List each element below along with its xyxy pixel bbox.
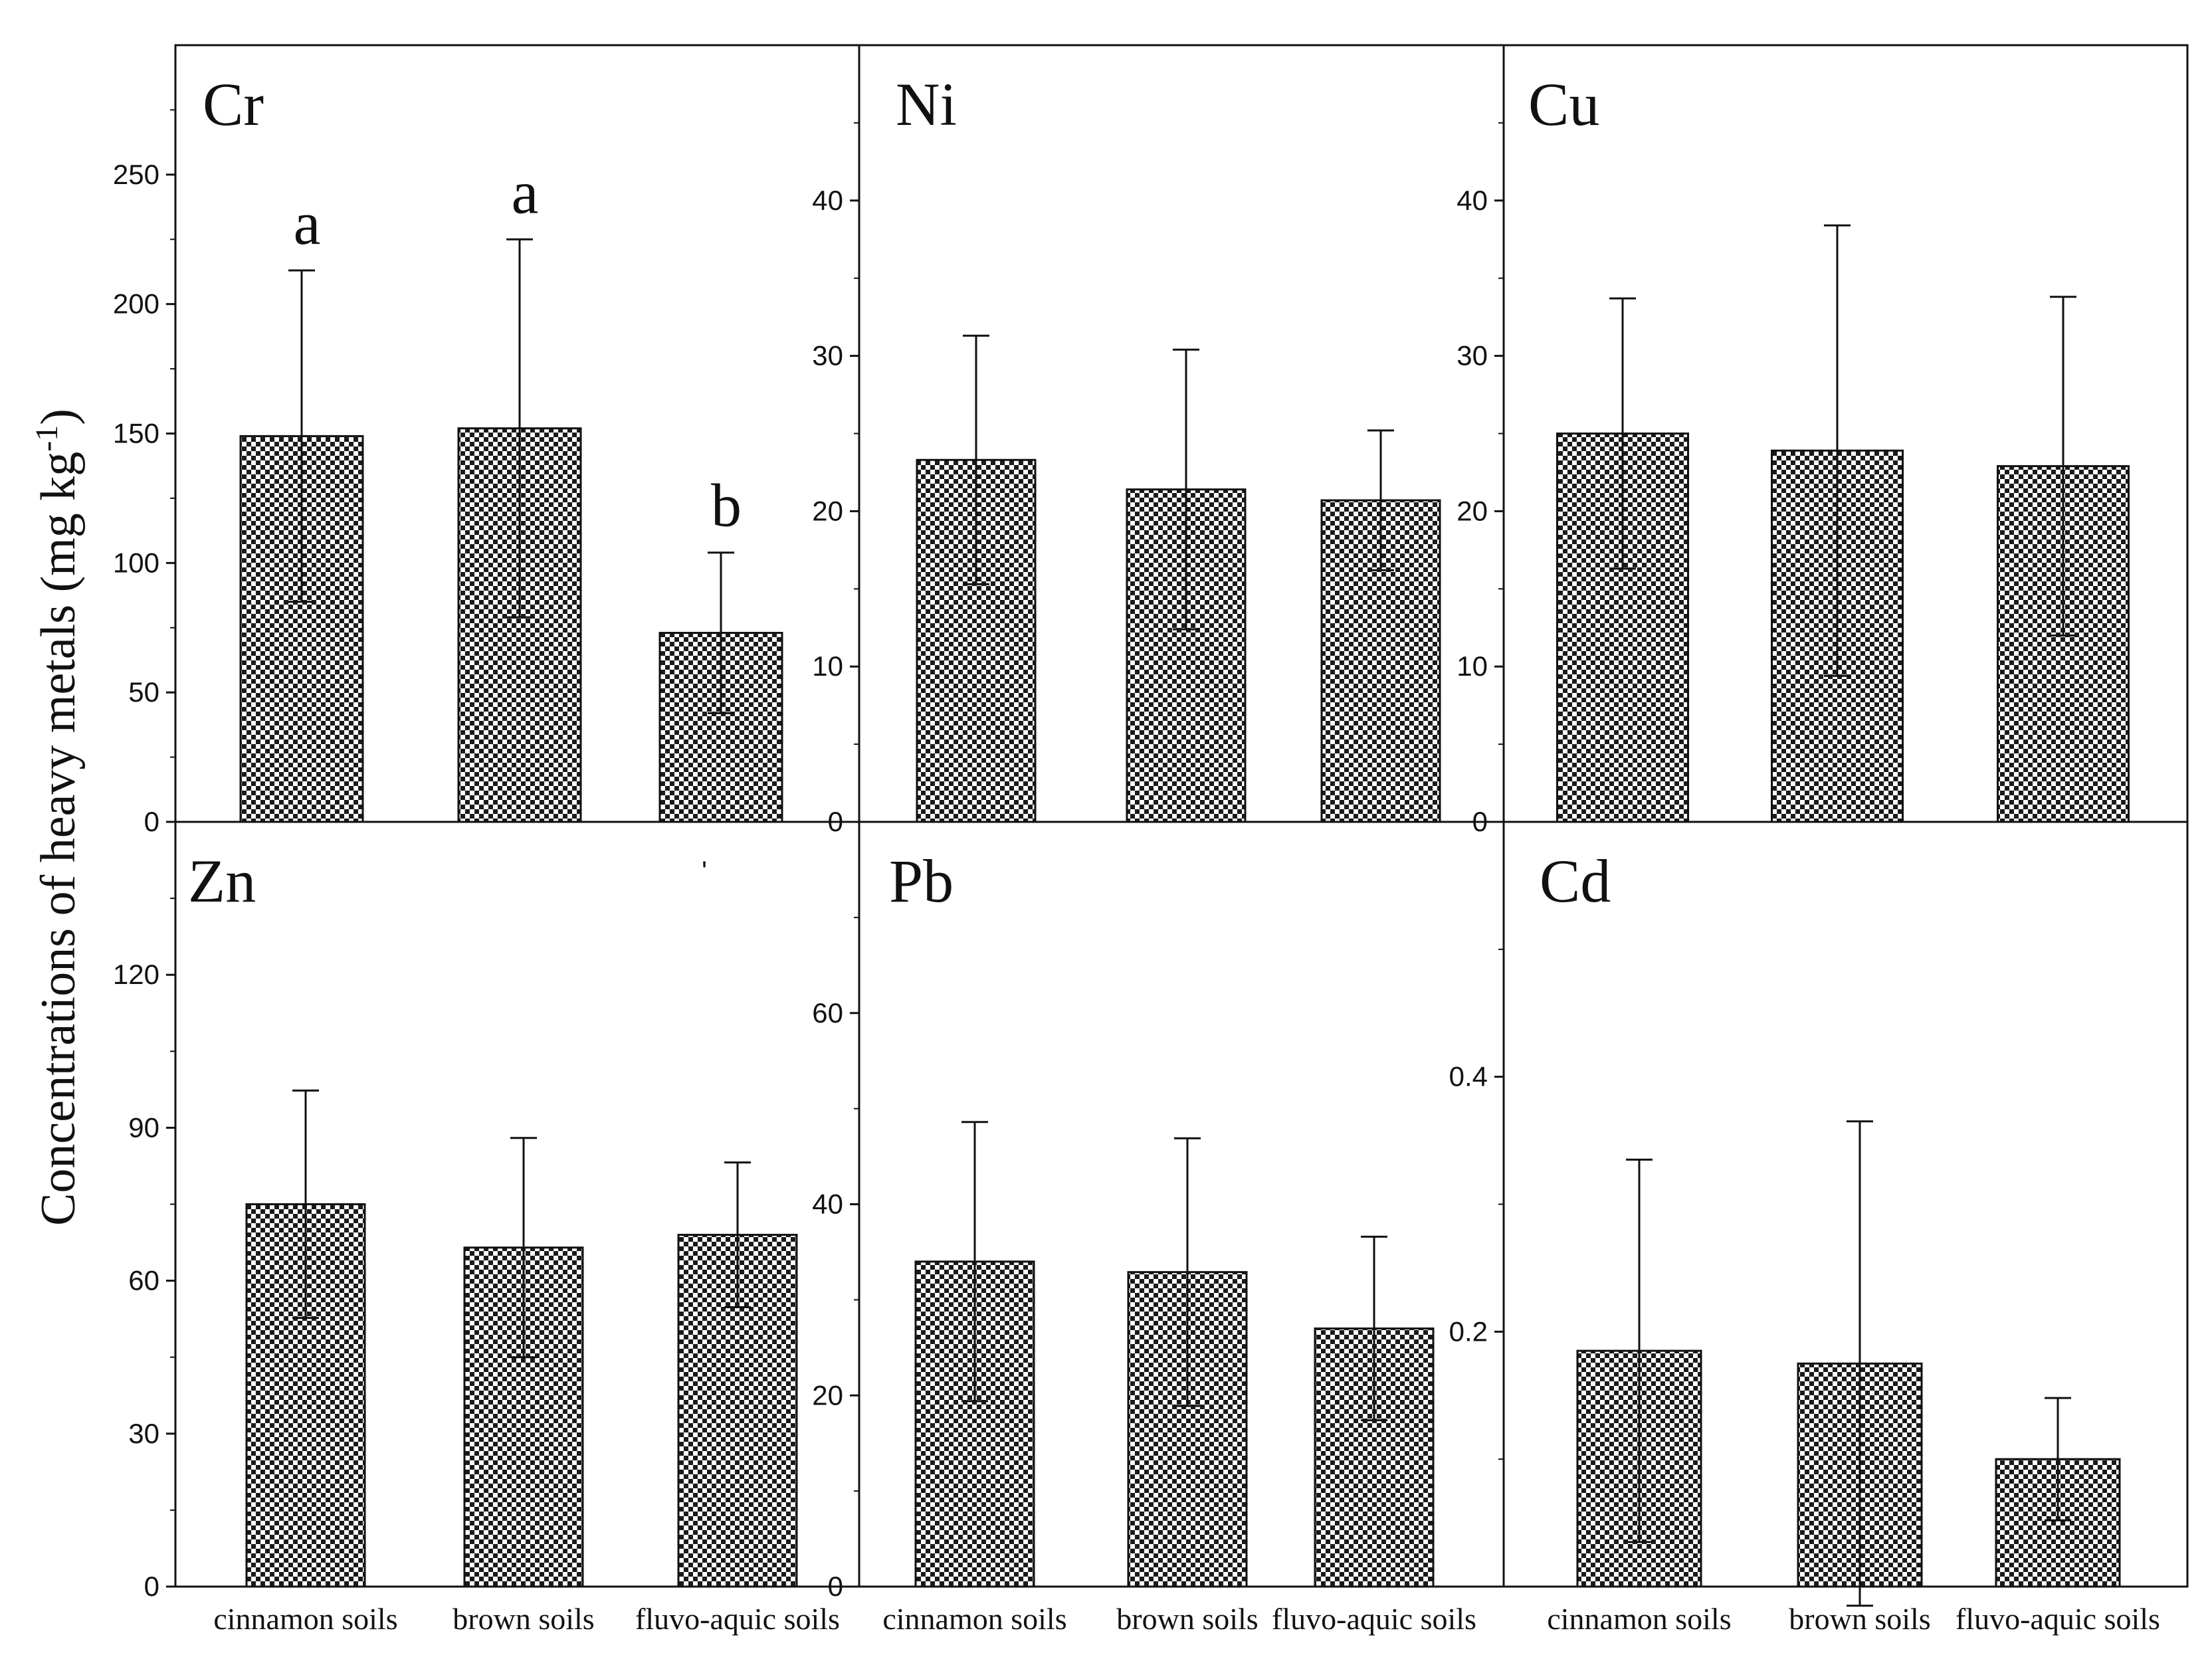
y-axis-label-superscript: -1 (29, 425, 64, 452)
category-label-pb-1: cinnamon soils (882, 1602, 1066, 1636)
y-tick-label-ni: 30 (812, 340, 843, 371)
category-label-pb-3: fluvo-aquic soils (1272, 1602, 1476, 1636)
significance-letter-cr-1: a (294, 189, 321, 257)
y-axis-label: Concentrations of heavy metals (mg kg-1) (29, 409, 86, 1226)
category-label-cd-2: brown soils (1789, 1602, 1930, 1636)
category-label-zn-2: brown soils (452, 1602, 594, 1636)
y-tick-label-cr: 0 (144, 806, 159, 837)
y-tick-label-pb: 40 (812, 1189, 843, 1220)
significance-letter-cr-2: a (512, 158, 539, 226)
y-tick-label-zn: 0 (144, 1571, 159, 1602)
panel-cr: 0 50 100 150 200 250 a a b Cr (113, 44, 860, 837)
panels-group: 0 50 100 150 200 250 a a b Cr 0 10 20 30 40 Ni 0 10 20 30 40… (113, 44, 2189, 1636)
category-label-zn-1: cinnamon soils (213, 1602, 397, 1636)
panel-pb: 0 20 40 60 cinnamon soils brown soils fluvo-aq… (812, 821, 1505, 1636)
stray-mark: ' (702, 855, 707, 886)
panel-title-pb: Pb (889, 847, 954, 915)
panel-title-zn: Zn (188, 847, 256, 915)
y-tick-label-cr: 50 (128, 676, 159, 708)
panel-title-cr: Cr (203, 70, 264, 138)
panel-cd: 0.2 0.4 cinnamon soils brown soils fluvo-aqu… (1449, 821, 2189, 1636)
y-tick-label-pb: 20 (812, 1379, 843, 1411)
y-tick-label-zn: 120 (113, 959, 159, 990)
category-label-zn-3: fluvo-aquic soils (635, 1602, 840, 1636)
category-label-pb-2: brown soils (1116, 1602, 1258, 1636)
y-tick-label-cd: 0.4 (1449, 1061, 1488, 1092)
panel-zn: 0 30 60 90 120 cinnamon soils brown soils fluvo… (113, 821, 860, 1636)
y-tick-label-cd: 0.2 (1449, 1316, 1488, 1347)
y-tick-label-cu: 30 (1457, 340, 1488, 371)
panel-title-cd: Cd (1540, 847, 1611, 915)
y-tick-label-cr: 250 (113, 159, 159, 190)
y-tick-label-cr: 200 (113, 288, 159, 320)
y-tick-label-cu: 10 (1457, 650, 1488, 682)
y-axis-label-main: Concentrations of heavy metals (mg kg (31, 452, 86, 1226)
y-tick-label-cu: 40 (1457, 185, 1488, 216)
y-tick-label-pb: 60 (812, 997, 843, 1028)
significance-letter-cr-3: b (711, 472, 742, 539)
y-tick-label-zn: 30 (128, 1418, 159, 1449)
y-tick-label-zn: 90 (128, 1112, 159, 1143)
category-label-cd-1: cinnamon soils (1547, 1602, 1731, 1636)
y-tick-label-cr: 150 (113, 418, 159, 449)
y-tick-label-cr: 100 (113, 547, 159, 578)
y-axis-label-close: ) (31, 409, 86, 425)
panel-title-ni: Ni (896, 70, 957, 138)
y-tick-label-ni: 10 (812, 650, 843, 682)
y-tick-label-cu: 20 (1457, 495, 1488, 526)
category-label-cd-3: fluvo-aquic soils (1956, 1602, 2160, 1636)
y-tick-label-ni: 40 (812, 185, 843, 216)
y-tick-label-ni: 20 (812, 495, 843, 526)
panel-title-cu: Cu (1528, 70, 1599, 138)
y-tick-label-zn: 60 (128, 1265, 159, 1296)
y-tick-label-pb: 0 (828, 1571, 843, 1602)
